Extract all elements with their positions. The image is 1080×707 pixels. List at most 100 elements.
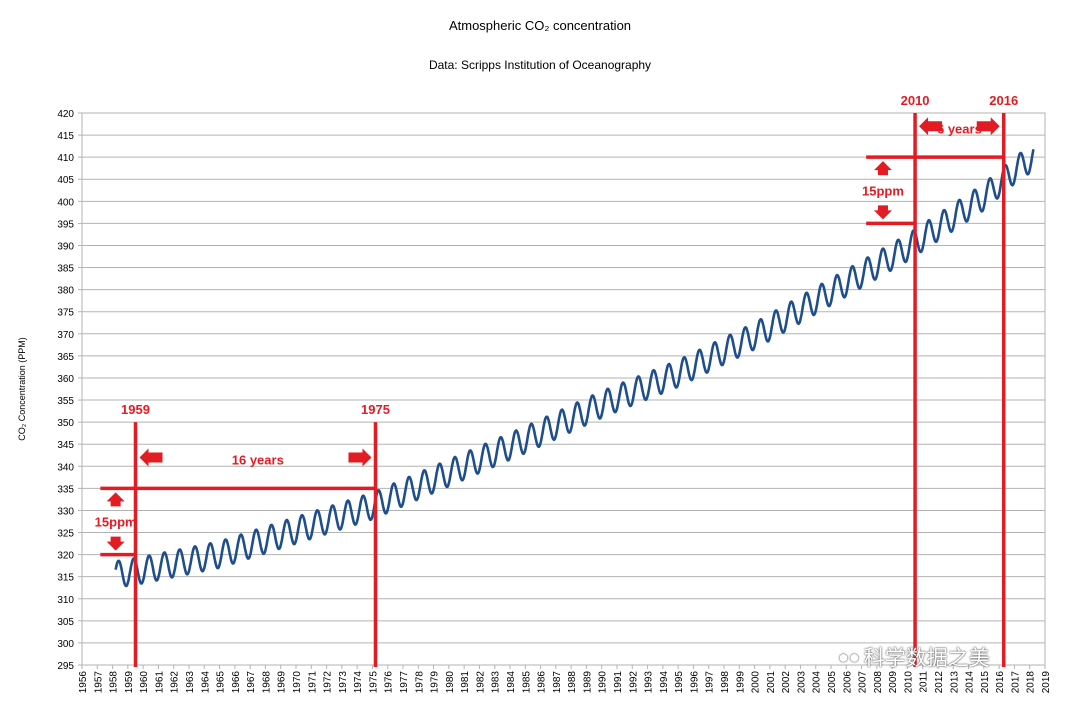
x-tick-label: 1973 <box>338 671 349 694</box>
y-tick-label: 415 <box>57 131 74 142</box>
x-tick-label: 1969 <box>277 671 288 694</box>
x-tick-label: 1983 <box>491 671 502 694</box>
x-tick-label: 2001 <box>766 671 777 694</box>
y-tick-label: 350 <box>57 418 74 429</box>
x-tick-label: 2019 <box>1041 671 1052 694</box>
y-tick-label: 410 <box>57 153 74 164</box>
x-tick-label: 2014 <box>965 671 976 694</box>
y-tick-label: 315 <box>57 573 74 584</box>
x-tick-label: 1964 <box>200 671 211 694</box>
x-tick-label: 1965 <box>216 671 227 694</box>
y-tick-label: 380 <box>57 286 74 297</box>
x-tick-label: 1992 <box>628 671 639 694</box>
y-tick-label: 335 <box>57 484 74 495</box>
arrow-15ppm-up-2010 <box>873 161 892 176</box>
x-tick-label: 1997 <box>705 671 716 694</box>
x-tick-label: 2011 <box>919 671 930 693</box>
x-tick-label: 1974 <box>353 671 364 694</box>
wechat-icon: ●● <box>838 646 860 667</box>
chart-title: Atmospheric CO₂ concentration <box>448 18 632 33</box>
grid-lines <box>81 112 1046 666</box>
x-tick-label: 1988 <box>567 671 578 694</box>
x-tick-label: 1958 <box>109 671 120 694</box>
x-tick-label: 1993 <box>644 671 655 694</box>
x-tick-label: 1956 <box>78 671 89 694</box>
x-tick-label: 2013 <box>949 671 960 694</box>
x-tick-label: 1975 <box>368 671 379 694</box>
arrow-shape <box>139 448 163 467</box>
x-tick-label: 2004 <box>812 671 823 694</box>
arrow-shape <box>976 117 1000 136</box>
x-tick-label: 1996 <box>689 671 700 694</box>
x-tick-label: 1963 <box>185 671 196 694</box>
x-tick-label: 1957 <box>93 671 104 694</box>
x-tick-label: 1979 <box>430 671 441 694</box>
x-tick-label: 2006 <box>842 671 853 694</box>
y-tick-label: 400 <box>57 197 74 208</box>
x-tick-label: 2010 <box>903 671 914 694</box>
co2-series-line <box>114 149 1035 588</box>
x-tick-label: 1959 <box>124 671 135 694</box>
x-tick-label: 2008 <box>873 671 884 694</box>
y-tick-label: 295 <box>57 661 74 672</box>
annotation-span-label: 15ppm <box>862 183 904 198</box>
y-tick-label: 370 <box>57 330 74 341</box>
y-tick-label: 320 <box>57 551 74 562</box>
x-tick-label: 1984 <box>506 671 517 694</box>
x-tick-label: 1967 <box>246 671 257 694</box>
x-tick-label: 1982 <box>475 671 486 694</box>
annotation-year-label: 1959 <box>121 402 150 417</box>
x-tick-label: 2012 <box>934 671 945 694</box>
annotation-span-label: 16 years <box>232 453 284 468</box>
x-tick-label: 2017 <box>1010 671 1021 694</box>
y-tick-label: 385 <box>57 264 74 275</box>
annotation-span-label: 15ppm <box>95 514 137 529</box>
x-tick-label: 1961 <box>154 671 165 694</box>
x-tick-label: 1966 <box>231 671 242 694</box>
x-tick-label: 1987 <box>552 671 563 694</box>
x-tick-label: 1976 <box>384 671 395 694</box>
arrow-shape <box>873 205 892 220</box>
arrow-shape <box>106 536 125 551</box>
arrow-15ppm-up-1959 <box>106 492 125 507</box>
plot-frame <box>81 112 1046 666</box>
y-tick-label: 300 <box>57 639 74 650</box>
x-tick-label: 1962 <box>170 671 181 694</box>
x-tick-label: 1990 <box>598 671 609 694</box>
x-tick-label: 1994 <box>659 671 670 694</box>
annotation-year-label: 2010 <box>901 93 930 108</box>
x-tick-label: 1978 <box>414 671 425 694</box>
y-tick-label: 405 <box>57 175 74 186</box>
y-tick-label: 325 <box>57 529 74 540</box>
annotation-span-label: 6 years <box>937 121 982 136</box>
y-tick-label: 390 <box>57 241 74 252</box>
x-tick-label: 1980 <box>445 671 456 694</box>
x-tick-label: 2009 <box>888 671 899 694</box>
annotation-layer: 1959 1975 2010 2016 16 years 6 years 15ppm 15pp… <box>95 93 1018 667</box>
x-tick-label: 1968 <box>261 671 272 694</box>
x-tick-label: 1991 <box>613 671 624 694</box>
watermark: ●● 科学数据之美 <box>838 642 990 672</box>
y-tick-label: 330 <box>57 506 74 517</box>
annotation-year-label: 1975 <box>361 402 390 417</box>
chart-subtitle: Data: Scripps Institution of Oceanograph… <box>428 58 652 72</box>
x-tick-label: 1981 <box>460 671 471 694</box>
arrow-shape <box>348 448 372 467</box>
y-tick-label: 310 <box>57 595 74 606</box>
y-tick-label: 420 <box>57 109 74 120</box>
x-tick-label: 1998 <box>720 671 731 694</box>
x-tick-label: 2015 <box>980 671 991 694</box>
arrow-shape <box>873 161 892 176</box>
x-tick-label: 1989 <box>582 671 593 694</box>
y-tick-label: 360 <box>57 374 74 385</box>
axes: 295 300 305 310 315 320 325 330 335 340 345 350 355 3… <box>17 109 1052 693</box>
y-axis-label: CO₂ Concentration (PPM) <box>17 337 27 441</box>
y-tick-label: 355 <box>57 396 74 407</box>
x-tick-label: 1995 <box>674 671 685 694</box>
arrow-16y-right <box>348 448 372 467</box>
x-tick-label: 1977 <box>399 671 410 694</box>
x-tick-label: 1972 <box>323 671 334 694</box>
x-tick-label: 2000 <box>751 671 762 694</box>
arrow-6y-left <box>919 117 943 136</box>
